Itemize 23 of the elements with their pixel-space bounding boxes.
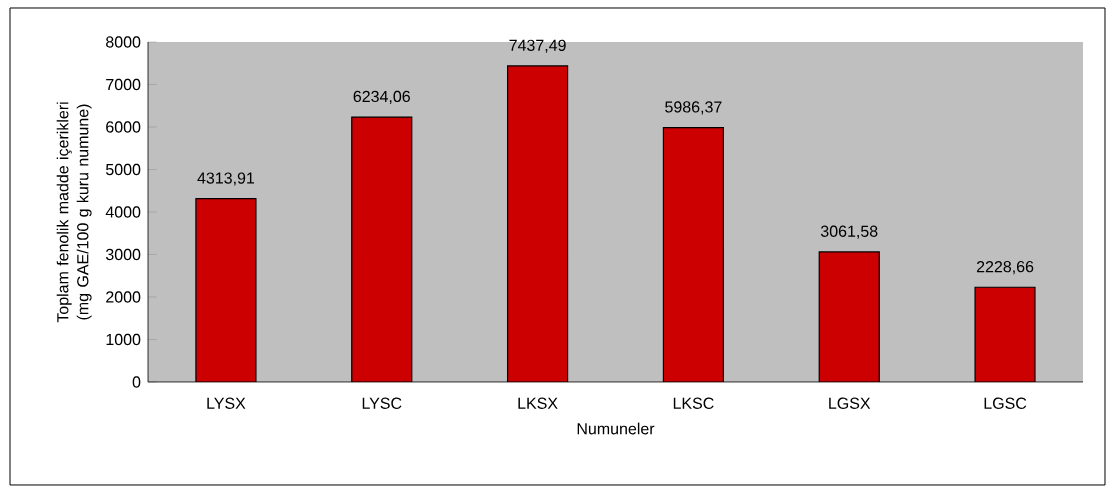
data-label: 3061,58 <box>820 225 878 239</box>
y-tick-label: 6000 <box>106 121 141 133</box>
x-tick-label: LGSX <box>829 397 871 409</box>
y-tick-label: 3000 <box>105 248 141 261</box>
x-tick-label: LYSC <box>362 397 402 409</box>
y-tick-label: 8000 <box>106 36 141 48</box>
x-tick-label: LYSX <box>207 397 246 409</box>
data-label: 7437,49 <box>509 39 566 53</box>
x-tick-label: LGSC <box>984 397 1027 409</box>
y-tick-label: 7000 <box>106 78 141 91</box>
y-tick-label: 0 <box>132 376 141 388</box>
data-label: 2228,66 <box>976 260 1034 275</box>
x-tick-label: LKSC <box>673 397 714 409</box>
data-label: 5986,37 <box>665 101 722 115</box>
x-axis-title: Numuneler <box>577 422 655 435</box>
y-tick-label: 1000 <box>106 333 141 346</box>
y-tick-label: 5000 <box>105 163 141 176</box>
data-label: 4313,91 <box>197 172 255 186</box>
y-tick-label: 2000 <box>106 291 141 303</box>
x-tick-label: LKSX <box>518 397 558 409</box>
y-tick-label: 4000 <box>105 206 141 218</box>
data-label: 6234,06 <box>353 90 410 104</box>
y-axis-title: Toplam fenolik madde içerikleri (mg GAE/100 g kuru numune) <box>56 102 92 323</box>
